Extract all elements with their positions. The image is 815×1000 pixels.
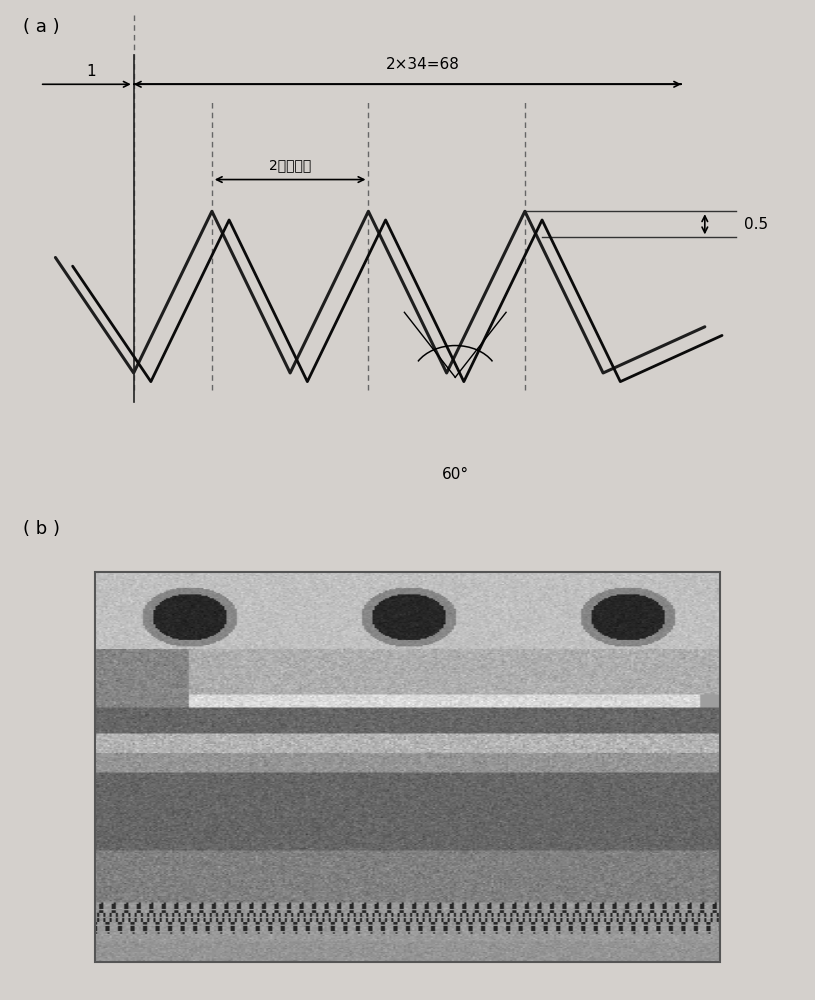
Text: ( b ): ( b ) xyxy=(23,520,59,538)
Text: 2（間距）: 2（間距） xyxy=(269,159,311,173)
Text: 2×34=68: 2×34=68 xyxy=(386,57,460,72)
Bar xyxy=(95,572,720,962)
Text: ( a ): ( a ) xyxy=(23,18,59,36)
Text: 1: 1 xyxy=(86,64,95,79)
Text: 60°: 60° xyxy=(442,467,469,482)
Text: 0.5: 0.5 xyxy=(744,217,768,232)
